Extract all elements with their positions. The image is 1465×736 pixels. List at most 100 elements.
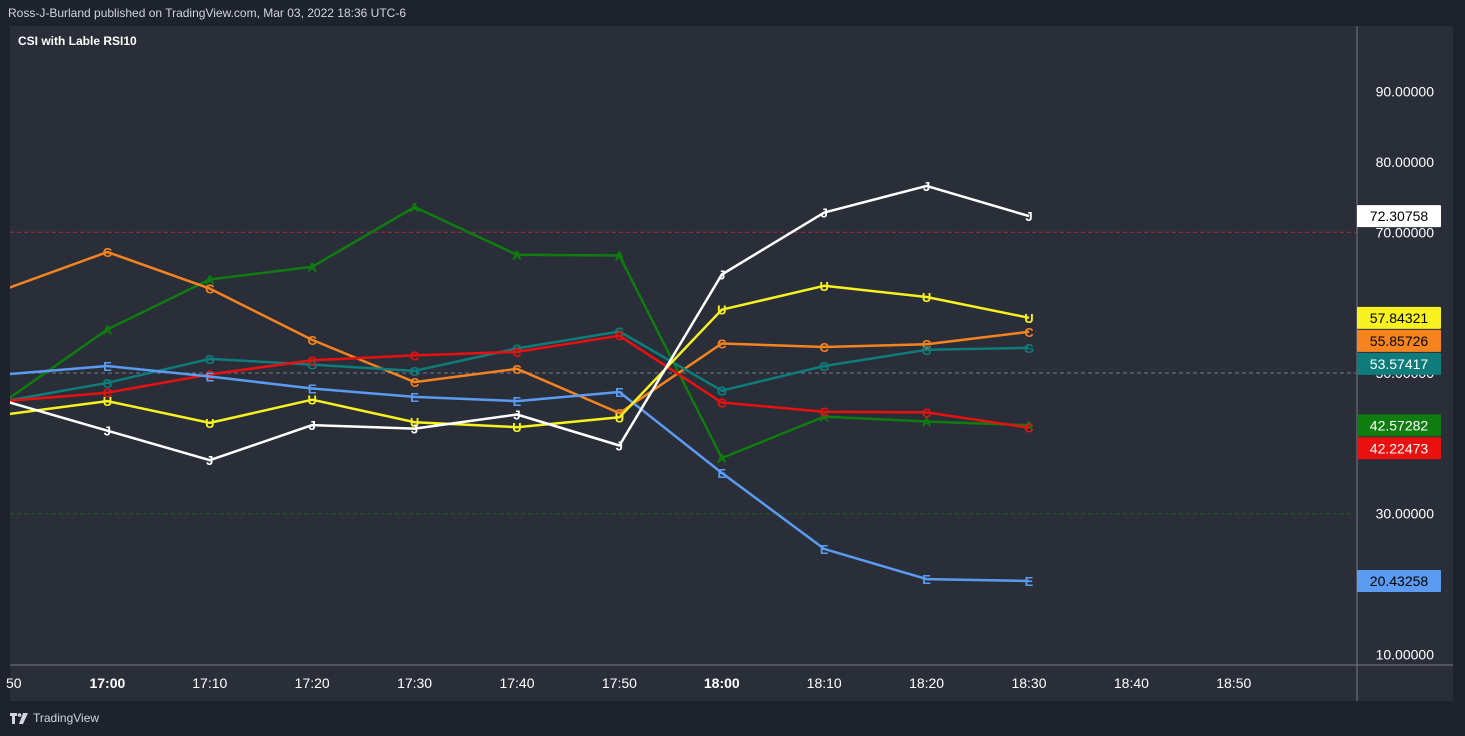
- point-marker-green: A: [820, 410, 830, 425]
- series-line-yellow[interactable]: [5, 284, 1030, 429]
- last-value-label-white: 72.30758: [1357, 205, 1441, 228]
- point-marker-yellow: U: [717, 303, 726, 318]
- brand-name: TradingView: [33, 711, 100, 725]
- point-marker-green: A: [717, 451, 727, 466]
- last-value-label-yellow: 57.84321: [1357, 306, 1441, 329]
- point-marker-red: C: [820, 405, 830, 420]
- point-marker-blue: E: [922, 572, 931, 587]
- point-marker-white: J: [718, 268, 725, 283]
- y-tick-label: 80.00000: [1376, 154, 1435, 170]
- footer-bar: [0, 701, 1465, 736]
- point-marker-red: C: [615, 329, 625, 344]
- point-marker-orange: C: [717, 336, 727, 351]
- x-tick-label: 17:30: [397, 675, 432, 691]
- point-marker-orange: C: [410, 375, 420, 390]
- point-marker-yellow: U: [512, 420, 521, 435]
- point-marker-green: A: [410, 200, 420, 215]
- svg-text:20.43258: 20.43258: [1370, 573, 1429, 589]
- point-marker-yellow: U: [922, 290, 931, 305]
- y-tick-label: 10.00000: [1376, 646, 1435, 662]
- point-marker-blue: E: [615, 385, 624, 400]
- point-marker-white: J: [923, 179, 930, 194]
- point-marker-red: C: [308, 353, 318, 368]
- point-marker-orange: C: [512, 362, 522, 377]
- tradingview-brand[interactable]: TradingView: [10, 711, 99, 725]
- x-tick-label: 18:40: [1114, 675, 1149, 691]
- point-marker-green: A: [1024, 418, 1034, 433]
- point-marker-blue: E: [1025, 574, 1034, 589]
- x-tick-label: 17:50: [602, 675, 637, 691]
- point-marker-green: A: [205, 272, 215, 287]
- point-marker-orange: C: [820, 340, 830, 355]
- point-marker-teal: G: [410, 364, 420, 379]
- point-marker-orange: C: [103, 245, 113, 260]
- y-tick-label: 70.00000: [1376, 224, 1435, 240]
- point-marker-white: J: [411, 422, 418, 437]
- point-marker-white: J: [1025, 209, 1032, 224]
- point-marker-yellow: U: [615, 410, 624, 425]
- point-marker-orange: C: [205, 282, 215, 297]
- point-marker-yellow: U: [308, 393, 317, 408]
- series-line-blue[interactable]: [5, 364, 1030, 583]
- point-marker-teal: G: [512, 341, 522, 356]
- series-line-white[interactable]: [5, 184, 1030, 462]
- point-marker-yellow: U: [103, 394, 112, 409]
- point-marker-orange: C: [615, 406, 625, 421]
- point-marker-white: J: [104, 424, 111, 439]
- point-marker-orange: C: [922, 337, 932, 352]
- last-value-label-orange: 55.85726: [1357, 329, 1441, 352]
- y-tick-label: 90.00000: [1376, 84, 1435, 100]
- point-marker-teal: G: [614, 324, 624, 339]
- point-marker-orange: C: [308, 333, 318, 348]
- svg-text:72.30758: 72.30758: [1370, 208, 1429, 224]
- point-marker-white: J: [206, 453, 213, 468]
- indicator-title[interactable]: CSI with Lable RSI10: [18, 34, 137, 48]
- point-marker-green: A: [103, 322, 113, 337]
- x-tick-label: 17:10: [192, 675, 227, 691]
- x-tick-label: 17:40: [499, 675, 534, 691]
- point-marker-green: A: [615, 249, 625, 264]
- point-marker-blue: E: [308, 381, 317, 396]
- x-tick-label: 17:20: [295, 675, 330, 691]
- svg-text:42.57282: 42.57282: [1370, 417, 1429, 433]
- point-marker-blue: E: [513, 394, 522, 409]
- point-marker-yellow: U: [1024, 311, 1033, 326]
- x-tick-label: 50: [6, 675, 22, 691]
- point-marker-red: C: [922, 405, 932, 420]
- svg-text:53.57417: 53.57417: [1370, 356, 1429, 372]
- point-marker-yellow: U: [205, 416, 214, 431]
- x-tick-label: 18:20: [909, 675, 944, 691]
- series-line-orange[interactable]: [5, 250, 1030, 415]
- series-line-teal[interactable]: [5, 330, 1030, 402]
- point-marker-red: C: [205, 367, 215, 382]
- y-tick-label: 30.00000: [1376, 506, 1435, 522]
- point-marker-green: A: [512, 248, 522, 263]
- x-tick-label: 17:00: [89, 675, 125, 691]
- svg-text:57.84321: 57.84321: [1370, 310, 1429, 326]
- publisher-attribution: Ross-J-Burland published on TradingView.…: [8, 6, 406, 20]
- point-marker-blue: E: [103, 359, 112, 374]
- last-value-label-blue: 20.43258: [1357, 570, 1441, 593]
- point-marker-yellow: U: [820, 279, 829, 294]
- point-marker-yellow: U: [410, 415, 419, 430]
- point-marker-blue: E: [410, 390, 419, 405]
- point-marker-blue: E: [820, 542, 829, 557]
- svg-text:42.22473: 42.22473: [1370, 440, 1429, 456]
- point-marker-orange: C: [1024, 325, 1034, 340]
- series-line-red[interactable]: [5, 334, 1030, 429]
- x-tick-label: 18:00: [704, 675, 740, 691]
- point-marker-teal: G: [819, 359, 829, 374]
- point-marker-blue: E: [205, 370, 214, 385]
- x-tick-label: 18:10: [807, 675, 842, 691]
- point-marker-white: J: [309, 418, 316, 433]
- x-tick-label: 18:50: [1216, 675, 1251, 691]
- point-marker-teal: G: [307, 358, 317, 373]
- chart-pane[interactable]: [10, 26, 1453, 701]
- point-marker-teal: G: [922, 343, 932, 358]
- point-marker-white: J: [821, 206, 828, 221]
- point-marker-red: C: [717, 396, 727, 411]
- point-marker-red: C: [103, 386, 113, 401]
- series-line-green[interactable]: [5, 205, 1030, 460]
